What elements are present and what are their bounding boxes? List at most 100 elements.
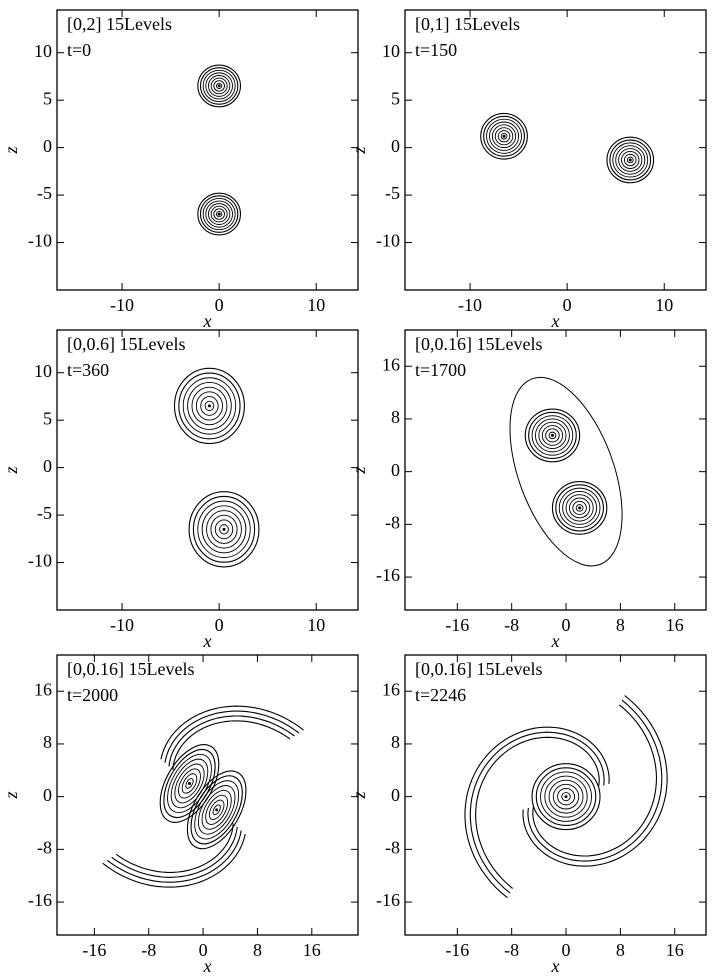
x-tick-label: 8 bbox=[253, 940, 262, 960]
y-axis-label: z bbox=[1, 466, 21, 474]
contour-line bbox=[205, 200, 233, 228]
y-axis-label: z bbox=[1, 791, 21, 799]
y-tick-label: 0 bbox=[43, 136, 52, 156]
y-tick-label: 10 bbox=[34, 41, 52, 61]
contour-line bbox=[532, 704, 658, 857]
contour-line bbox=[178, 372, 241, 440]
x-axis-label: x bbox=[551, 631, 560, 651]
contour-line bbox=[565, 494, 594, 522]
contour-line bbox=[204, 400, 215, 412]
contour-line bbox=[173, 367, 245, 445]
vortex-center bbox=[628, 158, 632, 162]
contour-line bbox=[557, 787, 575, 806]
y-tick-label: 0 bbox=[43, 456, 52, 476]
contour-line bbox=[548, 779, 584, 814]
x-tick-label: -16 bbox=[82, 940, 106, 960]
panel-title: [0,0.16] 15Levels bbox=[415, 659, 542, 679]
vortex-center bbox=[217, 84, 221, 88]
y-tick-label: 16 bbox=[382, 354, 400, 374]
contour-line bbox=[615, 145, 646, 175]
contour-line bbox=[111, 826, 238, 878]
contour-line bbox=[531, 763, 601, 831]
contour-line bbox=[626, 156, 634, 164]
y-tick-label: 5 bbox=[391, 88, 400, 108]
contour-line bbox=[213, 208, 225, 220]
y-tick-label: 5 bbox=[43, 408, 52, 428]
contour-line bbox=[555, 484, 604, 532]
contour-line bbox=[205, 72, 233, 100]
contour-line bbox=[187, 381, 232, 430]
x-tick-label: -16 bbox=[445, 940, 469, 960]
contour-line bbox=[199, 67, 239, 105]
contour-line bbox=[544, 775, 588, 818]
contour-line bbox=[208, 75, 231, 97]
contour-line bbox=[219, 524, 229, 535]
plot-frame bbox=[56, 329, 359, 611]
x-tick-label: -10 bbox=[110, 295, 134, 315]
contour-line bbox=[524, 408, 581, 463]
contour-line bbox=[197, 500, 251, 558]
x-tick-label: 0 bbox=[562, 615, 571, 635]
panel-title: [0,0.16] 15Levels bbox=[415, 334, 542, 354]
vortex-center bbox=[550, 433, 554, 437]
contour-line bbox=[197, 192, 242, 236]
contour-line bbox=[531, 415, 574, 456]
panel-title: [0,1] 15Levels bbox=[415, 14, 520, 34]
y-tick-label: -5 bbox=[37, 183, 52, 203]
contour-line bbox=[551, 480, 608, 535]
contour-line bbox=[192, 495, 256, 563]
y-tick-label: 0 bbox=[391, 785, 400, 805]
y-tick-label: -8 bbox=[385, 512, 400, 532]
contour-line bbox=[174, 763, 205, 804]
panel-annotation: t=2246 bbox=[415, 685, 466, 705]
contour-line bbox=[191, 386, 228, 426]
vortex-center bbox=[502, 134, 506, 138]
y-tick-label: -8 bbox=[385, 837, 400, 857]
contour-line bbox=[561, 792, 571, 802]
y-tick-label: -10 bbox=[28, 551, 52, 571]
contour-line bbox=[489, 121, 520, 151]
vortex-center bbox=[578, 506, 582, 510]
y-tick-label: 8 bbox=[43, 732, 52, 752]
contour-line bbox=[541, 425, 564, 446]
y-tick-label: -10 bbox=[28, 231, 52, 251]
x-axis-label: x bbox=[203, 956, 212, 976]
contour-line bbox=[486, 118, 522, 154]
contour-line bbox=[182, 377, 237, 435]
panel-annotation: t=2000 bbox=[67, 685, 118, 705]
y-tick-label: -16 bbox=[376, 565, 400, 585]
contour-line bbox=[612, 142, 649, 178]
contour-line bbox=[469, 731, 605, 894]
contour-line bbox=[606, 136, 655, 184]
y-tick-label: 0 bbox=[391, 136, 400, 156]
contour-line bbox=[195, 391, 224, 421]
plot-frame bbox=[404, 329, 707, 611]
y-tick-label: -8 bbox=[37, 837, 52, 857]
plot-frame bbox=[404, 9, 707, 291]
contour-line bbox=[548, 431, 557, 440]
contour-line bbox=[491, 124, 517, 149]
contour-line bbox=[509, 376, 623, 567]
y-tick-label: 8 bbox=[391, 407, 400, 427]
y-tick-label: -16 bbox=[28, 890, 52, 910]
contour-line bbox=[197, 64, 242, 108]
contour-line bbox=[188, 491, 260, 568]
contour-line bbox=[464, 726, 610, 899]
contour-line bbox=[562, 490, 598, 525]
x-tick-label: -16 bbox=[445, 615, 469, 635]
contour-line bbox=[500, 132, 508, 140]
contour-line bbox=[552, 783, 580, 810]
x-axis-label: x bbox=[203, 311, 212, 331]
panel: -10 0 10 10 5 0 -5 -10 x z [0,2] 15Levels t=0 bbox=[1, 9, 359, 331]
vortex-center bbox=[187, 781, 191, 785]
y-axis-label: z bbox=[349, 791, 369, 799]
panel-annotation: t=0 bbox=[67, 40, 91, 60]
contour-line bbox=[199, 195, 239, 233]
vortex-center bbox=[215, 808, 219, 812]
contour-line bbox=[208, 799, 225, 820]
x-tick-label: 0 bbox=[215, 615, 224, 635]
contour-line bbox=[200, 396, 219, 416]
contour-line bbox=[528, 411, 577, 460]
contour-line bbox=[172, 720, 291, 770]
contour-line bbox=[206, 510, 242, 549]
